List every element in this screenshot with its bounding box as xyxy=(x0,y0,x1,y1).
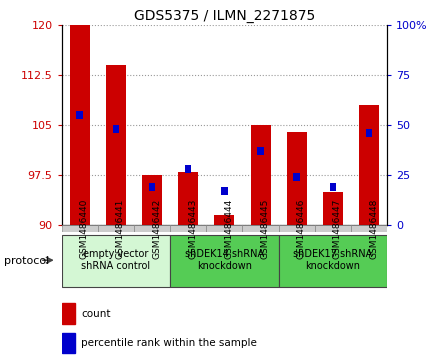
Text: percentile rank within the sample: percentile rank within the sample xyxy=(81,338,257,348)
Bar xyxy=(98,225,134,232)
Bar xyxy=(178,172,198,225)
Bar xyxy=(315,225,351,232)
Bar xyxy=(134,225,170,232)
Text: GSM1486443: GSM1486443 xyxy=(188,198,197,259)
Text: shDEK17 shRNA
knockdown: shDEK17 shRNA knockdown xyxy=(293,249,373,271)
Bar xyxy=(113,125,119,133)
Bar xyxy=(330,183,336,191)
Bar xyxy=(106,65,126,225)
Bar xyxy=(351,225,387,232)
Text: empty vector
shRNA control: empty vector shRNA control xyxy=(81,249,150,271)
Text: GSM1486440: GSM1486440 xyxy=(80,198,89,259)
Bar xyxy=(323,192,343,225)
Bar xyxy=(366,129,372,137)
Text: GSM1486444: GSM1486444 xyxy=(224,199,233,259)
Bar xyxy=(206,225,242,232)
Bar xyxy=(257,147,264,155)
Bar xyxy=(279,225,315,232)
Bar xyxy=(62,333,75,353)
Text: GSM1486446: GSM1486446 xyxy=(297,198,306,259)
Bar xyxy=(287,132,307,225)
Bar xyxy=(70,25,90,225)
Bar xyxy=(251,125,271,225)
Bar xyxy=(170,235,279,287)
Bar xyxy=(221,187,227,195)
Text: shDEK14 shRNA
knockdown: shDEK14 shRNA knockdown xyxy=(185,249,264,271)
Bar xyxy=(214,215,235,225)
Bar xyxy=(62,235,170,287)
Title: GDS5375 / ILMN_2271875: GDS5375 / ILMN_2271875 xyxy=(134,9,315,23)
Text: GSM1486442: GSM1486442 xyxy=(152,199,161,259)
Text: protocol: protocol xyxy=(4,256,50,266)
Bar xyxy=(293,173,300,181)
Text: GSM1486447: GSM1486447 xyxy=(333,198,342,259)
Bar xyxy=(185,165,191,173)
Text: GSM1486448: GSM1486448 xyxy=(369,198,378,259)
Bar xyxy=(359,105,379,225)
Bar xyxy=(149,183,155,191)
Bar xyxy=(142,175,162,225)
Text: GSM1486441: GSM1486441 xyxy=(116,198,125,259)
Bar xyxy=(62,303,75,324)
Text: GSM1486445: GSM1486445 xyxy=(260,198,270,259)
Bar xyxy=(279,235,387,287)
Bar xyxy=(242,225,279,232)
Bar xyxy=(170,225,206,232)
Text: count: count xyxy=(81,309,110,319)
Bar xyxy=(77,111,83,119)
Bar xyxy=(62,225,98,232)
